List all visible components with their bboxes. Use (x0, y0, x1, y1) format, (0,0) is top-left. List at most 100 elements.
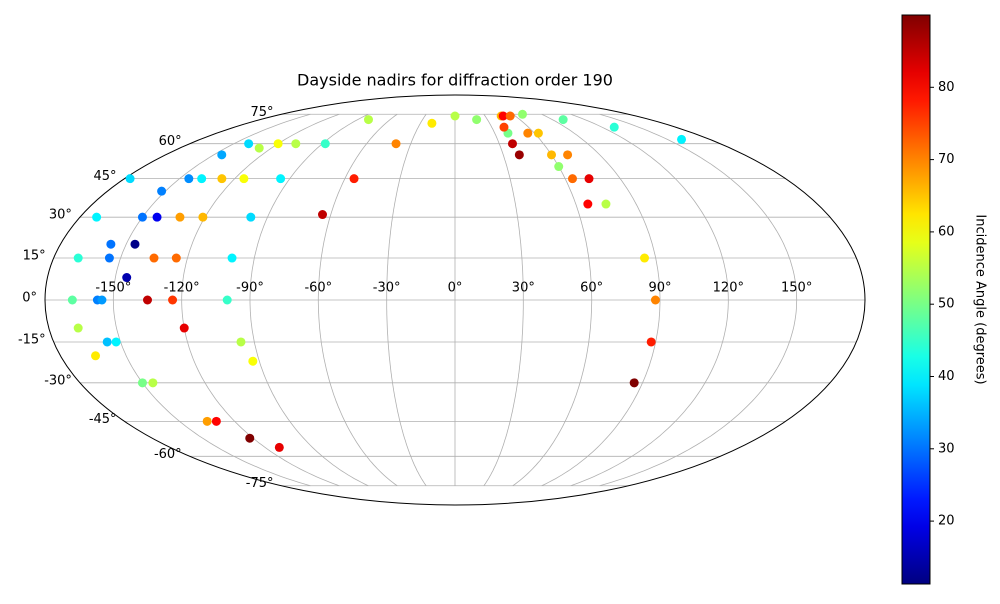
data-point (148, 378, 158, 388)
map-boundary (44, 94, 866, 506)
data-point (584, 174, 594, 184)
data-point (236, 337, 246, 347)
data-point (227, 253, 237, 263)
data-point (184, 174, 194, 184)
data-point (583, 199, 593, 209)
y-tick-label: 30° (49, 208, 72, 223)
x-tick-label: -90° (236, 281, 264, 296)
data-point (363, 115, 373, 125)
colorbar-tick-label: 70 (938, 152, 955, 167)
data-point (106, 239, 116, 249)
data-point (217, 150, 227, 160)
data-point (91, 351, 101, 361)
data-point (650, 295, 660, 305)
data-point (317, 210, 327, 220)
data-point (244, 139, 254, 149)
x-tick-label: 150° (781, 281, 812, 296)
x-tick-label: -60° (304, 281, 332, 296)
data-point (547, 150, 557, 160)
colorbar-label: Incidence Angle (degrees) (973, 214, 988, 384)
x-tick-label: 30° (512, 281, 535, 296)
colorbar-tick-label: 60 (938, 224, 955, 239)
data-point (563, 150, 573, 160)
data-point (472, 115, 482, 125)
data-point (152, 212, 162, 222)
data-point (217, 174, 227, 184)
y-tick-label: -45° (89, 412, 117, 427)
data-point (554, 162, 564, 172)
y-tick-label: -75° (246, 476, 274, 491)
data-point (104, 253, 114, 263)
data-point (179, 323, 189, 333)
data-point (646, 337, 656, 347)
data-point (533, 128, 543, 138)
data-point (567, 174, 577, 184)
data-point (391, 139, 401, 149)
y-tick-label: 60° (159, 134, 182, 149)
data-point (211, 416, 221, 426)
data-point (254, 143, 264, 153)
data-point (291, 139, 301, 149)
colorbar-tick-label: 80 (938, 80, 955, 95)
data-point (558, 115, 568, 125)
data-point (505, 111, 515, 121)
colorbar-tick-label: 30 (938, 441, 955, 456)
y-tick-label: 15° (23, 249, 46, 264)
x-tick-label: 120° (713, 281, 744, 296)
data-point (239, 174, 249, 184)
data-point (450, 111, 460, 121)
data-point (427, 118, 437, 128)
x-tick-label: -30° (373, 281, 401, 296)
data-point (171, 253, 181, 263)
data-point (73, 323, 83, 333)
data-point (523, 128, 533, 138)
x-tick-label: 90° (648, 281, 671, 296)
data-point (517, 109, 527, 119)
y-tick-label: 0° (22, 291, 37, 306)
data-point (111, 337, 121, 347)
data-point (629, 378, 639, 388)
data-point (137, 378, 147, 388)
x-tick-label: -150° (95, 281, 131, 296)
x-tick-label: 0° (448, 281, 463, 296)
data-point (102, 337, 112, 347)
data-point (125, 174, 135, 184)
data-point (168, 295, 178, 305)
y-tick-label: -30° (44, 373, 72, 388)
chart-title: Dayside nadirs for diffraction order 190 (297, 71, 613, 90)
data-point (320, 139, 330, 149)
data-point (276, 174, 286, 184)
data-point (92, 212, 102, 222)
data-point (197, 174, 207, 184)
data-point (514, 150, 524, 160)
data-point (609, 122, 619, 132)
colorbar (901, 14, 931, 585)
data-point (198, 212, 208, 222)
data-point (499, 122, 509, 132)
y-tick-label: -60° (154, 447, 182, 462)
data-point (97, 295, 107, 305)
colorbar-tick-label: 20 (938, 514, 955, 529)
data-point (202, 416, 212, 426)
data-point (245, 433, 255, 443)
colorbar-tick-label: 40 (938, 369, 955, 384)
data-point (143, 295, 152, 305)
y-tick-label: 45° (94, 169, 117, 184)
x-tick-label: -120° (164, 281, 200, 296)
data-point (175, 212, 185, 222)
data-point (507, 139, 517, 149)
data-point (349, 174, 359, 184)
data-point (157, 186, 167, 196)
x-tick-label: 60° (580, 281, 603, 296)
data-point (274, 442, 284, 452)
data-point (122, 273, 132, 283)
data-point (273, 139, 283, 149)
data-point (149, 253, 159, 263)
data-point (248, 356, 258, 366)
y-tick-label: -15° (18, 332, 46, 347)
data-point (640, 253, 650, 263)
data-point (73, 253, 83, 263)
data-point (601, 199, 611, 209)
